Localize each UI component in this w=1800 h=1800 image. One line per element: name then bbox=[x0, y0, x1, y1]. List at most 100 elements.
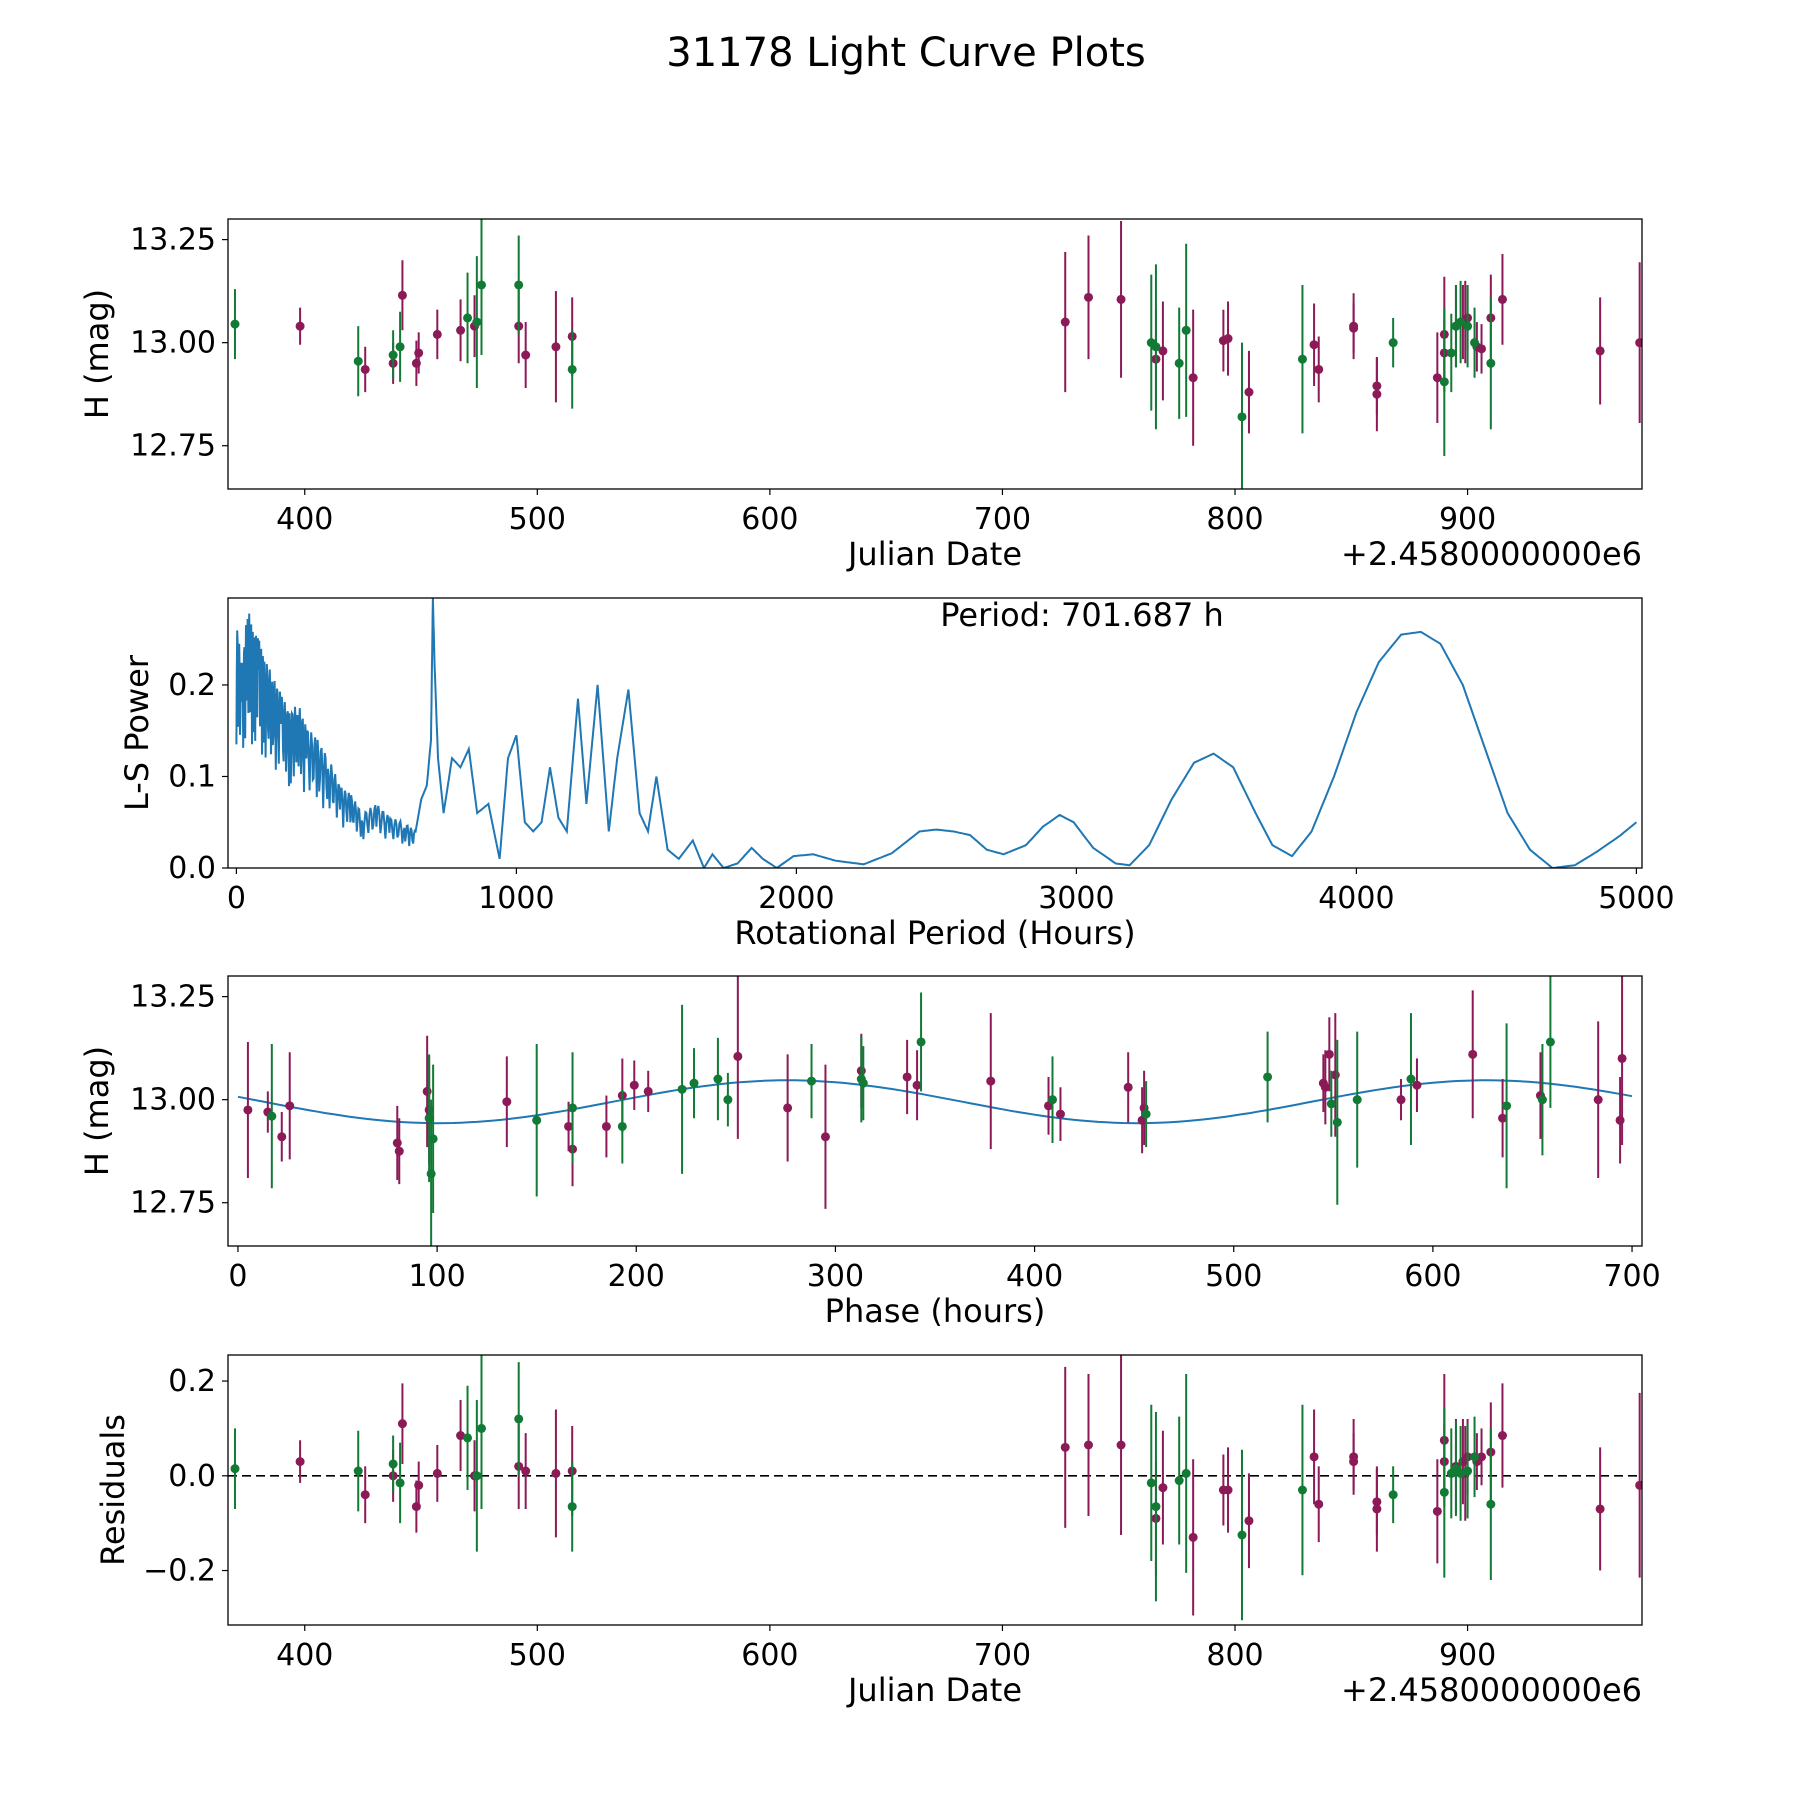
data-point bbox=[986, 1076, 996, 1086]
data-point bbox=[1545, 1037, 1555, 1047]
data-point bbox=[1237, 412, 1247, 422]
data-point bbox=[1456, 1468, 1466, 1478]
data-point bbox=[394, 1146, 404, 1156]
data-point bbox=[1174, 358, 1184, 368]
data-point bbox=[432, 329, 442, 339]
x-axis-label: Rotational Period (Hours) bbox=[734, 914, 1135, 952]
data-point bbox=[1615, 1115, 1625, 1125]
data-point bbox=[1349, 323, 1359, 333]
data-point bbox=[1158, 346, 1168, 356]
y-tick-label: 0.0 bbox=[168, 1459, 216, 1494]
x-tick-label: 3000 bbox=[1038, 881, 1114, 916]
x-tick-label: 0 bbox=[227, 881, 246, 916]
data-point bbox=[1244, 1516, 1254, 1526]
data-point bbox=[1326, 1099, 1336, 1109]
data-point bbox=[617, 1121, 627, 1131]
x-tick-label: 500 bbox=[1205, 1259, 1262, 1294]
data-point bbox=[916, 1037, 926, 1047]
data-point bbox=[353, 356, 363, 366]
data-point bbox=[1297, 354, 1307, 364]
axes-frame bbox=[227, 597, 1643, 869]
panel-periodogram: 0 1000 2000 3000 4000 5000 0.0 0.1 0.2 Rotational… bbox=[118, 596, 1675, 952]
data-point bbox=[456, 1431, 466, 1441]
y-tick-label: 0.1 bbox=[168, 759, 216, 794]
data-point bbox=[388, 1459, 398, 1469]
x-tick-label: 300 bbox=[807, 1259, 864, 1294]
x-tick-label: 800 bbox=[1206, 502, 1263, 537]
data-point bbox=[1141, 1109, 1151, 1119]
x-axis-label: Phase (hours) bbox=[825, 1292, 1046, 1330]
data-point bbox=[295, 1457, 305, 1467]
data-point bbox=[1470, 1452, 1480, 1462]
y-tick-label: 13.25 bbox=[130, 980, 216, 1015]
data-point bbox=[397, 290, 407, 300]
data-point bbox=[388, 350, 398, 360]
panel-phased: 0 100 200 300 400 500 600 700 12.75 13.00 13.25 Pha… bbox=[78, 975, 1661, 1330]
data-point bbox=[723, 1095, 733, 1105]
data-point bbox=[502, 1097, 512, 1107]
x-tick-label: 700 bbox=[974, 502, 1031, 537]
data-point bbox=[1116, 294, 1126, 304]
data-point bbox=[230, 319, 240, 329]
data-point bbox=[456, 325, 466, 335]
data-point bbox=[733, 1051, 743, 1061]
data-point bbox=[392, 1138, 402, 1148]
x-tick-label: 400 bbox=[1006, 1259, 1063, 1294]
data-point bbox=[1595, 1504, 1605, 1514]
x-offset-text: +2.4580000000e6 bbox=[1341, 535, 1642, 573]
data-point bbox=[1463, 1466, 1473, 1476]
x-axis-label: Julian Date bbox=[846, 535, 1022, 573]
figure-title: 31178 Light Curve Plots bbox=[666, 30, 1145, 76]
data-point bbox=[463, 313, 473, 323]
data-point bbox=[360, 1490, 370, 1500]
data-point bbox=[1396, 1095, 1406, 1105]
y-tick-label: 12.75 bbox=[130, 429, 216, 464]
x-tick-label: 400 bbox=[276, 502, 333, 537]
x-tick-label: 100 bbox=[408, 1259, 465, 1294]
data-point bbox=[912, 1080, 922, 1090]
data-point bbox=[476, 1423, 486, 1433]
data-point bbox=[601, 1121, 611, 1131]
data-point bbox=[521, 1466, 531, 1476]
data-point bbox=[353, 1466, 363, 1476]
x-tick-label: 1000 bbox=[478, 881, 554, 916]
x-tick-label: 900 bbox=[1439, 502, 1496, 537]
data-point bbox=[1123, 1082, 1133, 1092]
data-point bbox=[472, 1471, 482, 1481]
y-tick-label: 12.75 bbox=[130, 1186, 216, 1221]
data-point bbox=[858, 1078, 868, 1088]
x-axis-label: Julian Date bbox=[846, 1671, 1022, 1709]
data-point bbox=[1497, 294, 1507, 304]
data-point bbox=[1181, 325, 1191, 335]
data-point bbox=[564, 1121, 574, 1131]
data-point bbox=[1181, 1468, 1191, 1478]
data-point bbox=[1349, 1457, 1359, 1467]
data-point bbox=[243, 1105, 253, 1115]
data-point bbox=[1174, 1476, 1184, 1486]
data-point bbox=[395, 342, 405, 352]
x-tick-label: 2000 bbox=[758, 881, 834, 916]
data-point bbox=[677, 1084, 687, 1094]
data-point bbox=[1309, 340, 1319, 350]
data-point bbox=[230, 1464, 240, 1474]
data-point bbox=[267, 1111, 277, 1121]
data-point bbox=[1263, 1072, 1273, 1082]
data-point bbox=[1320, 1082, 1330, 1092]
data-point bbox=[1151, 1502, 1161, 1512]
data-point bbox=[1324, 1049, 1334, 1059]
data-point bbox=[713, 1074, 723, 1084]
data-point bbox=[1635, 338, 1642, 348]
data-point bbox=[807, 1076, 817, 1086]
data-point bbox=[1595, 346, 1605, 356]
data-point bbox=[277, 1132, 287, 1142]
data-point bbox=[1446, 348, 1456, 358]
data-point bbox=[1432, 1506, 1442, 1516]
data-point bbox=[1309, 1452, 1319, 1462]
x-tick-label: 700 bbox=[1603, 1259, 1660, 1294]
plot-area bbox=[237, 976, 1633, 1246]
data-point bbox=[1151, 342, 1161, 352]
data-point bbox=[514, 280, 524, 290]
data-point bbox=[463, 1433, 473, 1443]
data-point bbox=[1498, 1113, 1508, 1123]
y-axis-label: Residuals bbox=[94, 1414, 132, 1566]
